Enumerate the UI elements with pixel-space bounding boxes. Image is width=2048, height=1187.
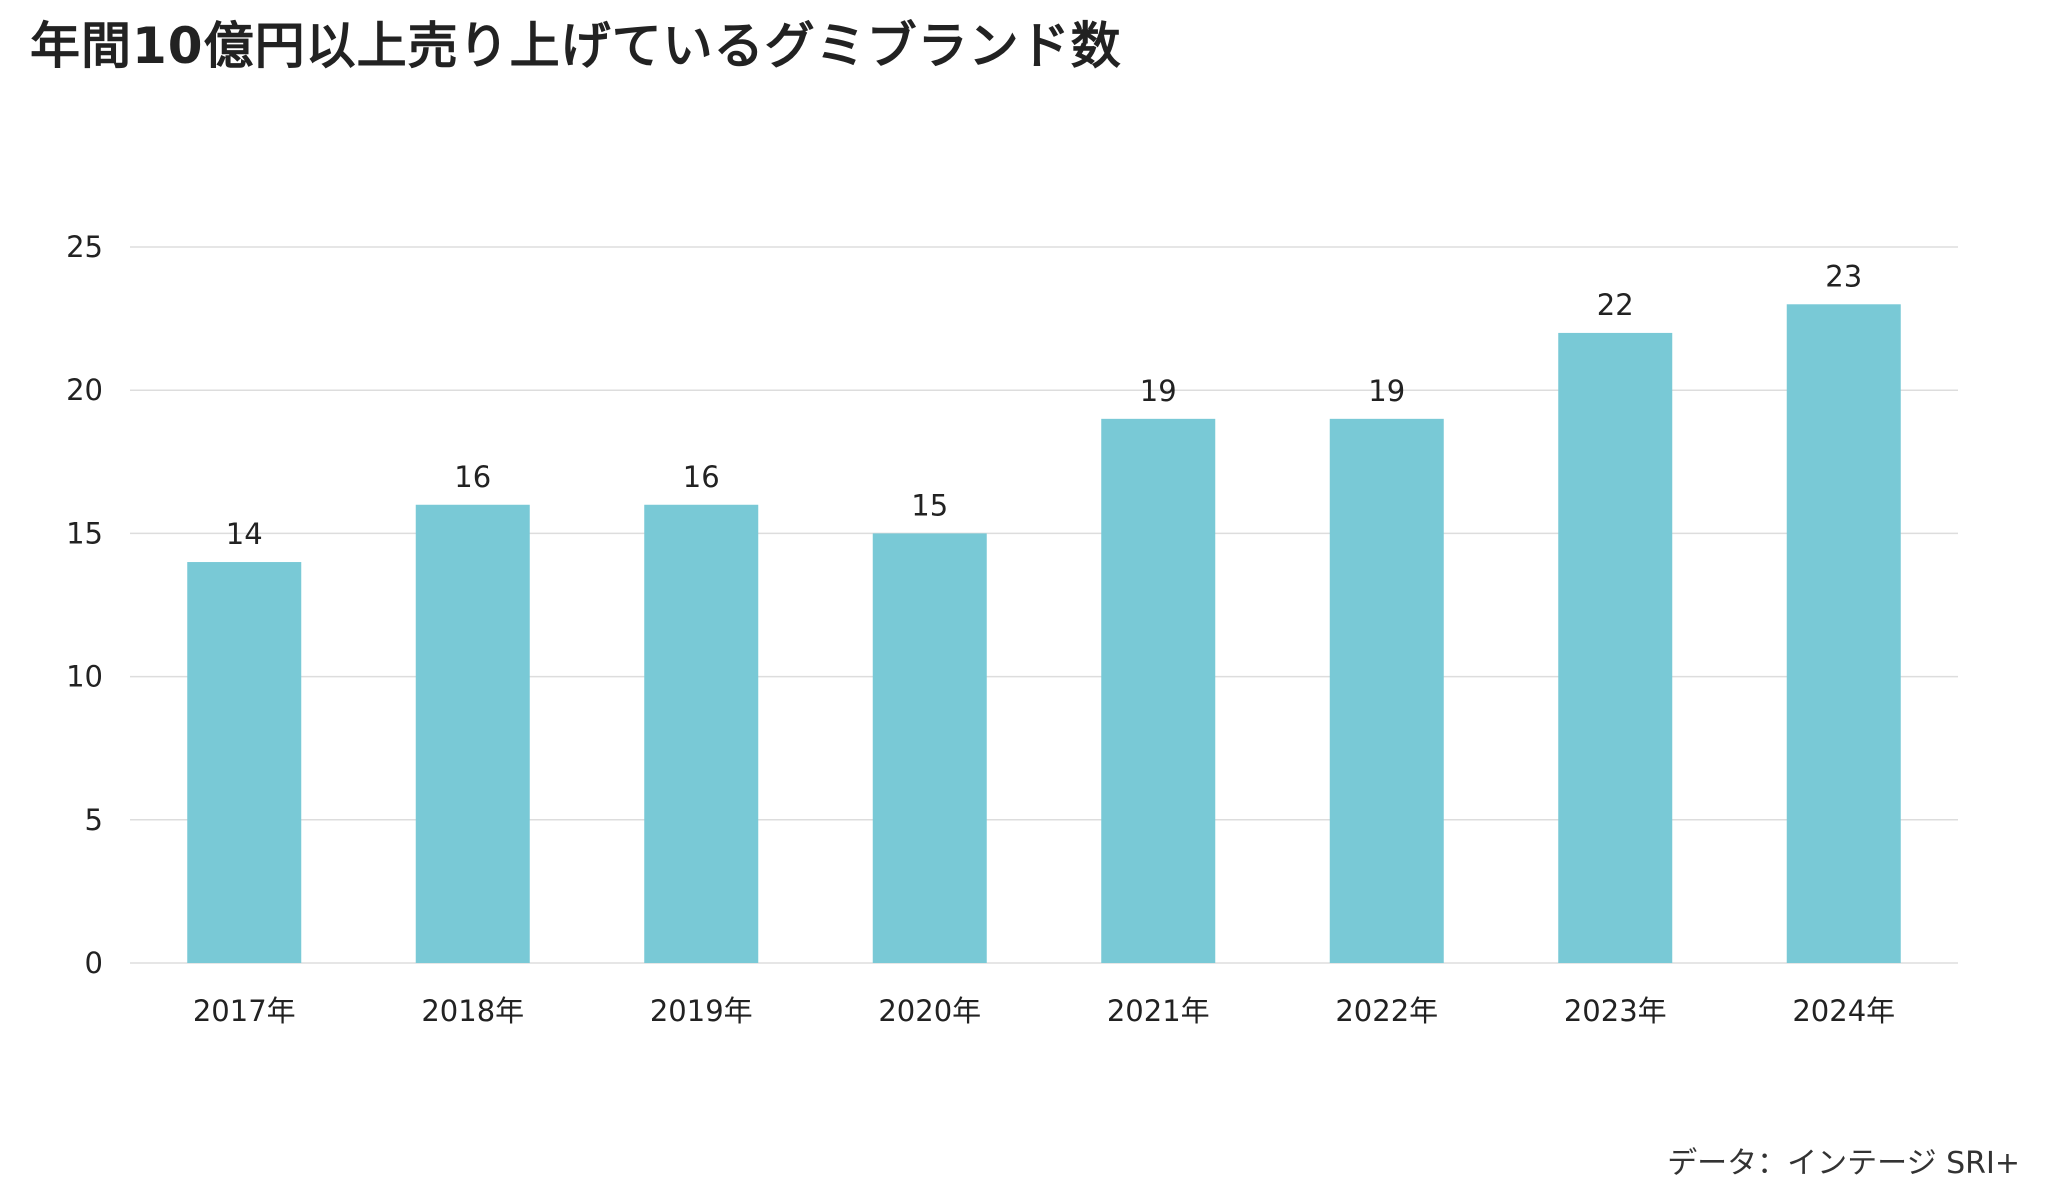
data-label: 19 [1368,374,1405,408]
y-tick-label: 5 [85,803,103,837]
chart-title: 年間10億円以上売り上げているグミブランド数 [30,17,1122,75]
data-label: 16 [454,460,491,494]
data-label: 15 [911,488,948,522]
bar [1329,418,1444,964]
bar [187,562,302,963]
x-tick-label: 2023年 [1564,994,1667,1028]
x-tick-label: 2022年 [1335,994,1438,1028]
data-label: 19 [1140,374,1177,408]
data-label: 16 [683,460,720,494]
x-tick-label: 2024年 [1792,994,1895,1028]
x-tick-label: 2021年 [1107,994,1210,1028]
source-note: データ：インテージ SRI+ [1667,1146,2020,1181]
y-tick-label: 20 [66,373,103,407]
data-label: 14 [226,517,263,551]
y-tick-label: 0 [85,946,103,980]
x-tick-label: 2017年 [193,994,296,1028]
y-tick-label: 10 [66,660,103,694]
bar [872,533,987,963]
x-tick-label: 2020年 [878,994,981,1028]
bar [1558,332,1673,963]
bar [644,504,759,963]
bar [1786,304,1901,963]
bars [187,304,1901,964]
bar [415,504,530,963]
data-label: 23 [1825,259,1862,293]
x-axis-ticks: 2017年 2018年 2019年 2020年 2021年 2022年 2023年 2024年 [193,994,1895,1028]
y-tick-label: 15 [66,516,103,550]
y-tick-label: 25 [66,230,103,264]
gridlines [130,246,1958,964]
x-tick-label: 2019年 [650,994,753,1028]
y-axis-ticks: 0 5 10 15 20 25 [66,230,103,980]
data-label: 22 [1597,288,1634,322]
bar [1101,418,1216,964]
data-labels: 14 16 16 15 19 19 22 23 [226,259,1862,551]
x-tick-label: 2018年 [421,994,524,1028]
